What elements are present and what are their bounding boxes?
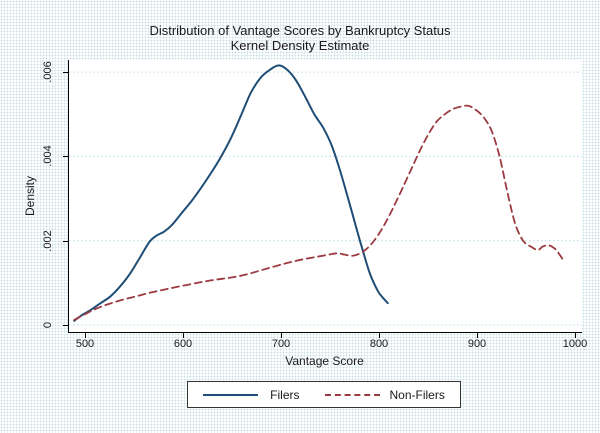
series-curve-filers bbox=[73, 64, 389, 322]
plot-area bbox=[68, 60, 582, 333]
y-tick-label: .006 bbox=[42, 61, 54, 83]
x-tick-label: 600 bbox=[173, 338, 193, 350]
x-tick-label: 700 bbox=[271, 338, 291, 350]
chart-title-line1: Distribution of Vantage Scores by Bankru… bbox=[149, 23, 451, 38]
x-tick-label: 800 bbox=[369, 338, 389, 350]
y-tick-mark bbox=[63, 156, 68, 158]
x-tick-mark bbox=[281, 333, 282, 338]
y-tick-label: .004 bbox=[42, 145, 54, 168]
chart-title: Distribution of Vantage Scores by Bankru… bbox=[0, 23, 600, 53]
x-tick-mark bbox=[379, 333, 380, 338]
density-curves-svg bbox=[69, 64, 582, 326]
y-tick-label: .002 bbox=[42, 229, 54, 252]
x-tick-label: 900 bbox=[467, 338, 487, 350]
legend-label-non-filers: Non-Filers bbox=[389, 387, 445, 402]
x-tick-label: 1000 bbox=[562, 338, 588, 350]
chart-title-line2: Kernel Density Estimate bbox=[230, 38, 370, 53]
x-tick-mark bbox=[85, 333, 86, 338]
y-axis-title: Density bbox=[23, 175, 37, 217]
non-filers-line-sample bbox=[324, 393, 380, 396]
filers-line-sample bbox=[203, 393, 259, 396]
x-tick-mark bbox=[183, 333, 184, 338]
x-tick-label: 500 bbox=[75, 338, 95, 350]
series-curve-non-filers bbox=[73, 104, 566, 321]
legend-label-filers: Filers bbox=[270, 387, 300, 402]
x-tick-mark bbox=[477, 333, 478, 338]
y-tick-mark bbox=[63, 240, 68, 242]
x-tick-mark bbox=[575, 333, 576, 338]
legend: Filers Non-Filers bbox=[187, 381, 461, 408]
x-axis-title: Vantage Score bbox=[285, 354, 364, 368]
y-tick-mark bbox=[63, 325, 68, 326]
y-tick-mark bbox=[63, 72, 68, 74]
y-tick-label: 0 bbox=[42, 321, 54, 329]
